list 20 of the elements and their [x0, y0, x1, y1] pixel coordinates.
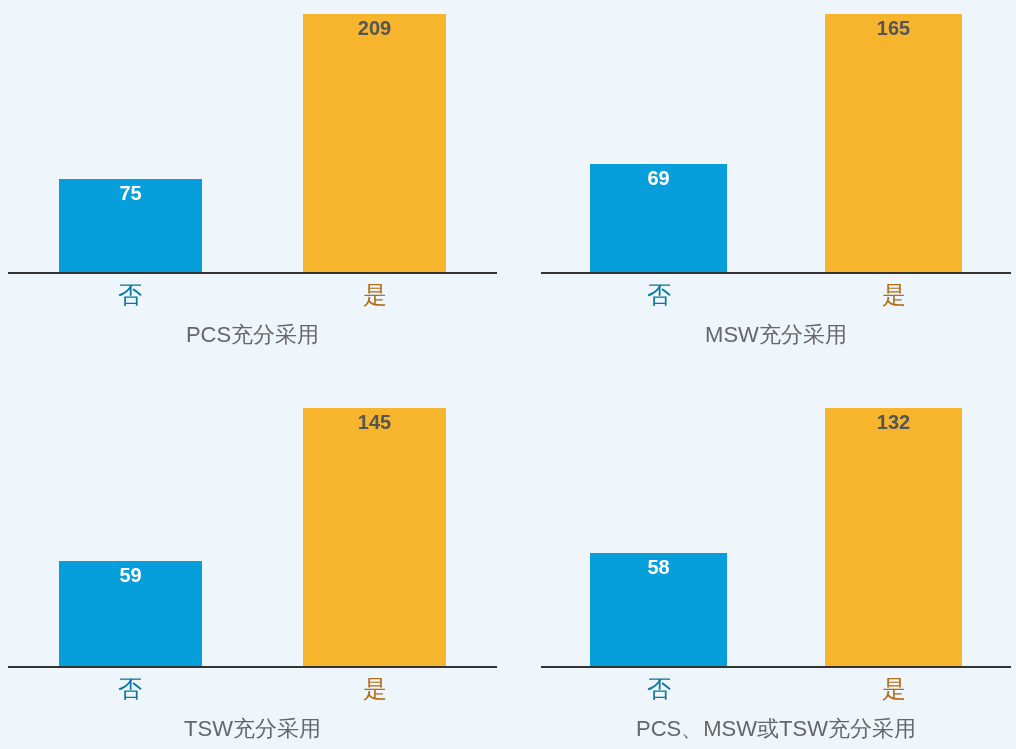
x-tick-label: 否 [118, 674, 143, 702]
x-tick-label: 否 [646, 280, 671, 308]
data-label: 209 [357, 17, 392, 39]
data-label: 165 [876, 17, 911, 39]
data-label: 58 [647, 556, 670, 578]
x-tick-label: 否 [118, 280, 143, 308]
x-tick-label: 是 [881, 674, 906, 702]
data-label: 59 [119, 564, 142, 586]
data-label: 145 [357, 411, 392, 433]
x-tick-label: 是 [362, 674, 387, 702]
x-axis-title: PCS、MSW或TSW充分采用 [636, 716, 916, 742]
data-label: 132 [876, 411, 911, 433]
data-label: 69 [647, 167, 670, 189]
x-tick-label: 是 [362, 280, 387, 308]
x-axis-title: PCS充分采用 [185, 322, 320, 348]
x-axis-title: TSW充分采用 [184, 716, 321, 742]
x-axis-title: MSW充分采用 [705, 322, 847, 348]
x-tick-label: 否 [646, 674, 671, 702]
x-tick-label: 是 [881, 280, 906, 308]
data-label: 75 [119, 182, 142, 204]
